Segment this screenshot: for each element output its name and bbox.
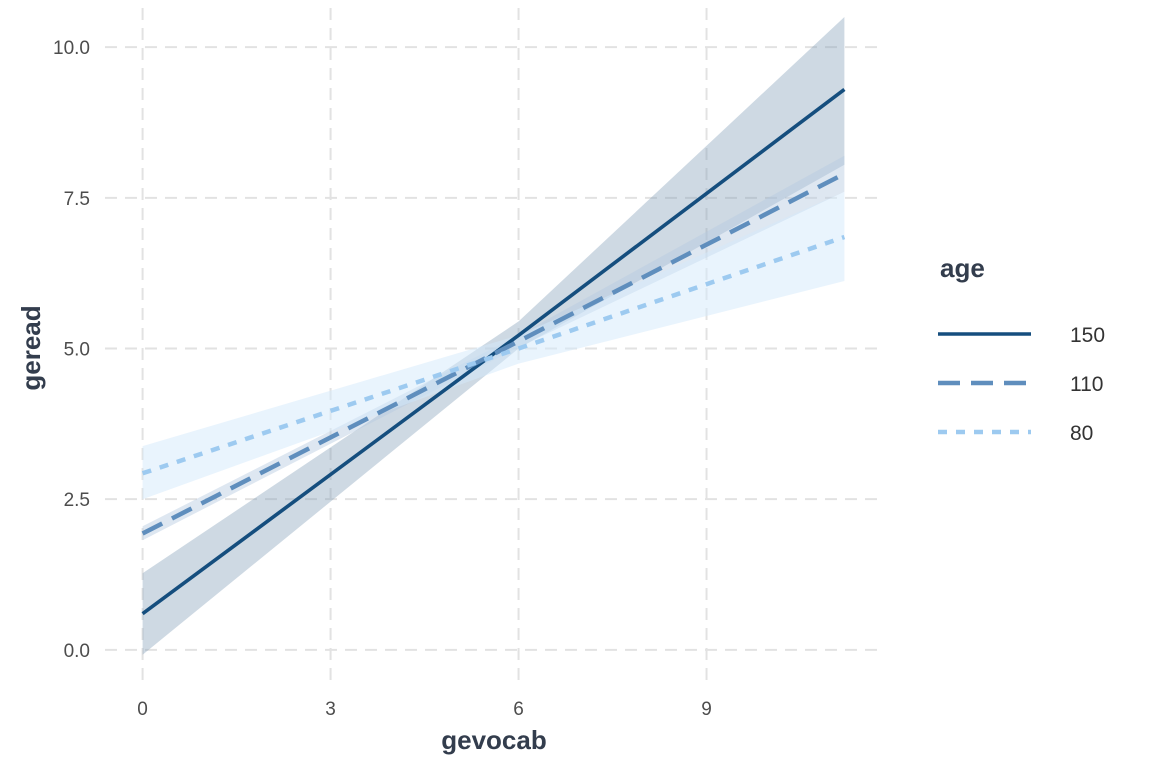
legend-title: age: [940, 253, 985, 283]
legend-items: 150 110 80: [938, 324, 1105, 445]
series-line-age-110: [141, 171, 846, 536]
series-line-age-150: [141, 87, 846, 616]
y-tick-label: 7.5: [64, 189, 90, 210]
legend-label: 110: [1070, 373, 1103, 396]
x-tick-label: 6: [513, 699, 524, 720]
y-tick-label: 0.0: [64, 641, 90, 662]
y-axis-ticks: 0.0 2.5 5.0 7.5 10.0: [53, 38, 90, 662]
x-tick-label: 3: [325, 699, 336, 720]
ci-band-age-150: [142, 17, 845, 655]
y-tick-label: 5.0: [64, 340, 90, 361]
x-axis-ticks: 0 3 6 9: [137, 699, 712, 720]
legend-label: 150: [1070, 324, 1105, 347]
series-line-age-80: [141, 234, 846, 476]
x-tick-label: 9: [701, 699, 712, 720]
y-tick-label: 2.5: [64, 490, 90, 511]
legend: age 150 110 80: [938, 253, 1105, 445]
legend-item-age-110: 110: [938, 373, 1103, 396]
x-tick-label: 0: [137, 699, 148, 720]
x-axis-title: gevocab: [441, 725, 547, 755]
legend-label: 80: [1070, 422, 1093, 445]
legend-item-age-80: 80: [938, 422, 1093, 445]
y-tick-label: 10.0: [53, 38, 90, 59]
legend-item-age-150: 150: [938, 324, 1105, 347]
grid-lines: [105, 8, 882, 683]
ci-band-age-80: [142, 191, 845, 500]
y-axis-title: geread: [16, 305, 46, 390]
series-lines: [141, 87, 846, 616]
confidence-bands: [142, 17, 845, 655]
ci-band-age-110: [142, 155, 845, 541]
